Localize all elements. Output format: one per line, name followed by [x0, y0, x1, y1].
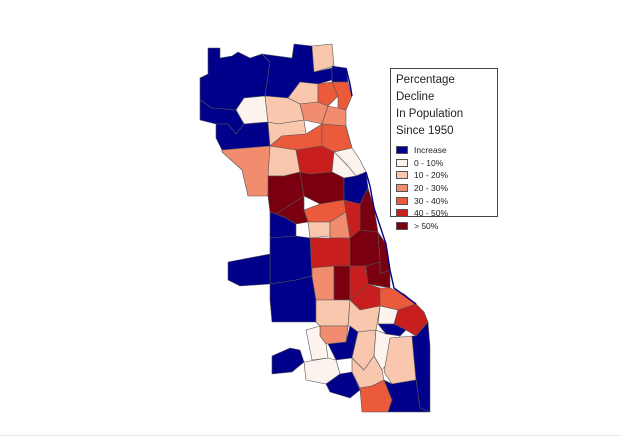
legend-title: Percentage Decline In Population Since 1…	[396, 74, 464, 137]
legend-label: 0 - 10%	[414, 157, 444, 168]
region-south-light-1[interactable]	[315, 299, 351, 327]
legend-swatch	[396, 196, 408, 205]
legend-label: 30 - 40%	[414, 195, 449, 206]
region-south-red-1[interactable]	[309, 237, 351, 269]
legend-swatch	[396, 158, 408, 167]
region-west-light-2[interactable]	[307, 221, 331, 239]
legend-item-0-10: 0 - 10%	[396, 157, 492, 170]
legend-label: Increase	[414, 145, 447, 156]
legend-item-20-30: 20 - 30%	[396, 182, 492, 195]
map-legend: Percentage Decline In Population Since 1…	[390, 68, 498, 231]
region-north-orange-1[interactable]	[317, 81, 339, 107]
legend-item-increase: Increase	[396, 144, 492, 157]
region-farsouth-light-2[interactable]	[383, 335, 417, 385]
legend-label: 40 - 50%	[414, 208, 449, 219]
legend-label: 20 - 30%	[414, 183, 449, 194]
region-west-dark-2[interactable]	[299, 171, 345, 205]
legend-item-30-40: 30 - 40%	[396, 194, 492, 207]
region-farsouth-increase-5[interactable]	[383, 379, 431, 413]
legend-item-over-50: > 50%	[396, 220, 492, 233]
region-south-salmon-1[interactable]	[311, 265, 335, 301]
legend-swatch	[396, 171, 408, 180]
lakefront-detail	[345, 67, 417, 305]
legend-label: 10 - 20%	[414, 170, 449, 181]
region-southwest-increase-1[interactable]	[269, 235, 313, 285]
region-southwest-increase-3[interactable]	[269, 275, 317, 323]
legend-swatch	[396, 184, 408, 193]
legend-item-40-50: 40 - 50%	[396, 207, 492, 220]
region-farsouth-white-1[interactable]	[305, 325, 329, 361]
region-south-dark-1[interactable]	[349, 229, 381, 267]
legend-label: > 50%	[414, 220, 439, 231]
region-west-salmon-big[interactable]	[221, 145, 271, 197]
region-west-increase-2[interactable]	[215, 121, 271, 151]
region-south-dark-lake-1[interactable]	[359, 187, 379, 233]
legend-swatch	[396, 221, 408, 230]
region-south-dark-3[interactable]	[333, 265, 351, 301]
region-north-orange-3[interactable]	[321, 123, 353, 153]
region-north-lakefront-top[interactable]	[311, 43, 335, 73]
legend-swatch	[396, 209, 408, 218]
legend-item-10-20: 10 - 20%	[396, 169, 492, 182]
legend-swatch	[396, 146, 408, 155]
region-south-increase-1[interactable]	[377, 323, 407, 337]
bottom-divider	[0, 435, 620, 436]
region-west-red-1[interactable]	[295, 145, 335, 175]
region-farsouth-increase-2[interactable]	[271, 347, 305, 375]
region-west-light-1[interactable]	[267, 145, 301, 177]
legend-list: Increase 0 - 10% 10 - 20% 20 - 30% 30 - …	[396, 144, 492, 232]
region-southwest-increase-2[interactable]	[227, 253, 271, 287]
